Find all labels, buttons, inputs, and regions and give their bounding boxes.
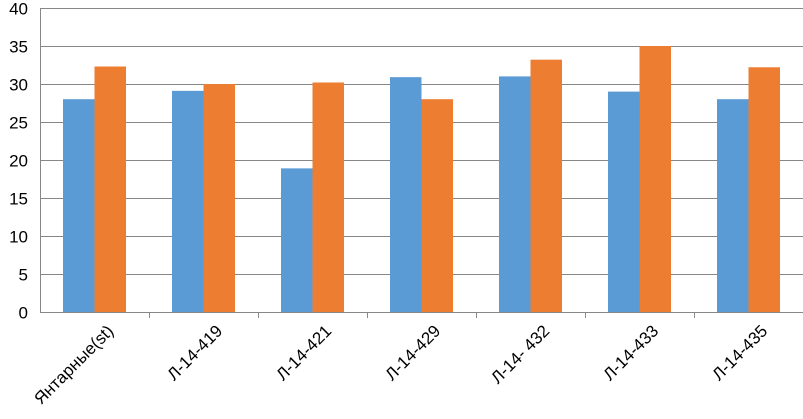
- x-category-label: Л-14- 432: [487, 321, 553, 387]
- y-tick-label: 20: [9, 152, 28, 171]
- x-category-label: Л-14-419: [164, 321, 227, 384]
- x-tick-labels: Янтарные(st) Л-14-419 Л-14-421 Л-14-429 Л-14…: [31, 321, 772, 408]
- x-category-label: Янтарные(st): [31, 321, 118, 408]
- y-tick-label: 25: [9, 114, 28, 133]
- x-category-label: Л-14-429: [382, 321, 445, 384]
- bar-series-1-6: [608, 91, 640, 312]
- bar-series-1-5: [499, 76, 531, 313]
- bar-series-1-4: [390, 77, 422, 312]
- x-category-label: Л-14-433: [600, 321, 663, 384]
- bar-series-2-7: [748, 67, 780, 312]
- bars: [63, 46, 780, 313]
- bar-series-1-2: [172, 90, 204, 312]
- bar-series-1-3: [281, 168, 313, 312]
- y-tick-label: 30: [9, 76, 28, 95]
- y-tick-label: 0: [19, 304, 28, 323]
- x-category-label: Л-14-421: [273, 321, 336, 384]
- bar-series-2-6: [639, 46, 671, 312]
- bar-series-2-2: [203, 84, 235, 312]
- bar-series-2-4: [421, 99, 453, 312]
- bar-series-2-1: [94, 66, 126, 313]
- bar-series-1-1: [63, 99, 95, 312]
- bar-series-2-3: [312, 82, 344, 312]
- axes: [40, 8, 803, 318]
- y-tick-labels: 0 5 10 15 20 25 30 35 40: [9, 0, 28, 323]
- bar-series-1-7: [717, 99, 749, 312]
- y-tick-label: 5: [19, 266, 28, 285]
- y-tick-label: 15: [9, 190, 28, 209]
- y-tick-label: 40: [9, 0, 28, 19]
- x-category-label: Л-14-435: [709, 321, 772, 384]
- y-tick-label: 10: [9, 228, 28, 247]
- bar-series-2-5: [530, 59, 562, 313]
- y-tick-label: 35: [9, 38, 28, 57]
